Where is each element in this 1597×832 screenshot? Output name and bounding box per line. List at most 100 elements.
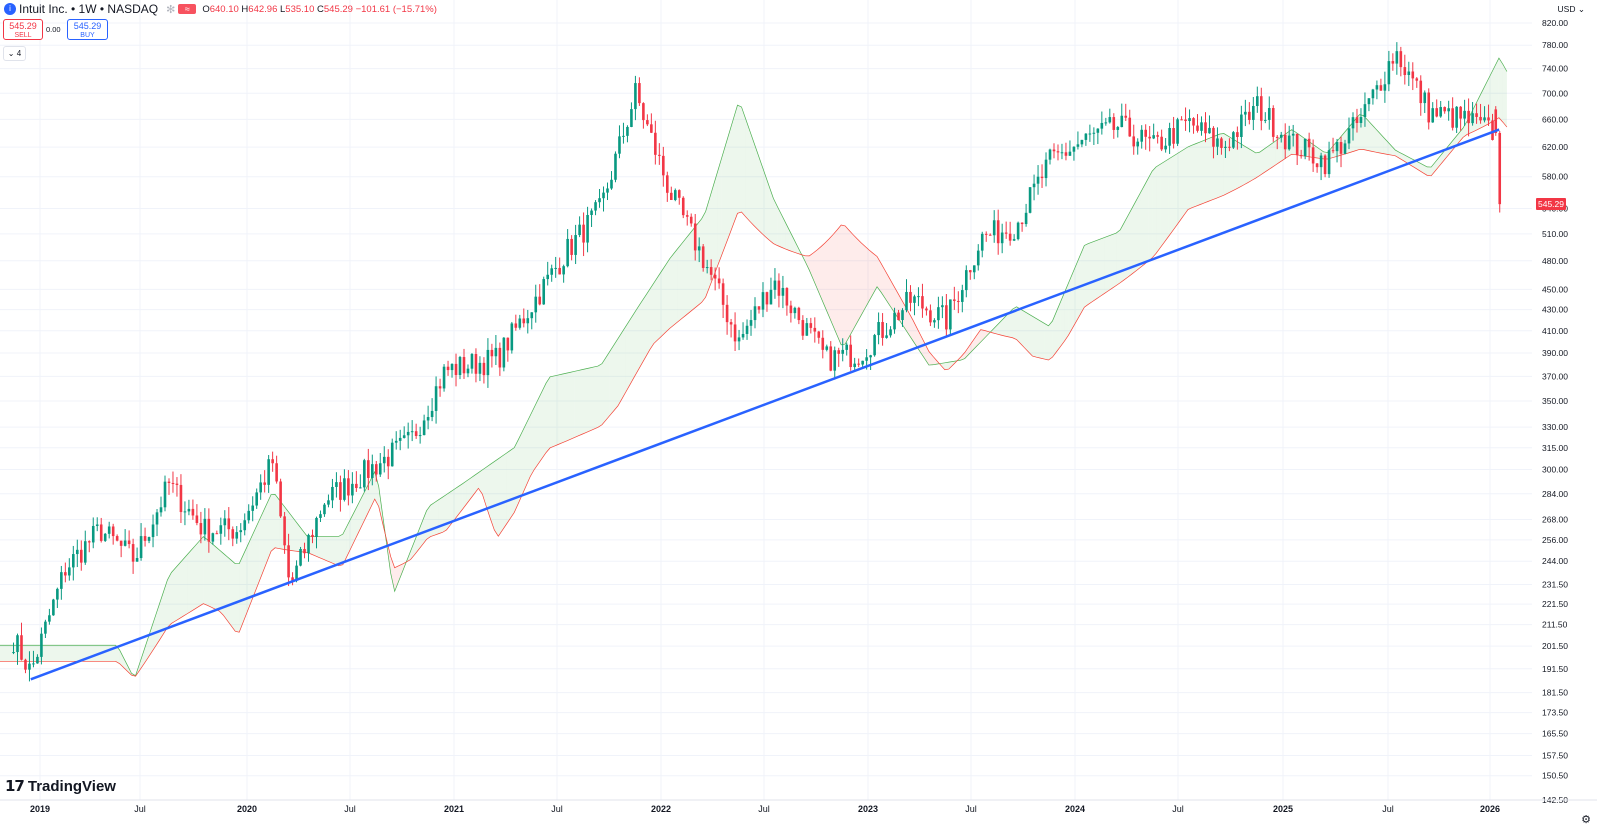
candle <box>630 109 633 127</box>
snowflake-icon[interactable]: ✻ <box>166 3 176 16</box>
cloud-segment <box>167 572 172 628</box>
cloud-segment <box>494 458 499 537</box>
candle <box>247 510 251 521</box>
candle <box>482 362 486 376</box>
candle <box>957 300 960 302</box>
cloud-segment <box>1140 185 1145 268</box>
cloud-segment <box>721 145 726 256</box>
candle <box>1144 129 1147 137</box>
cloud-segment <box>920 335 925 359</box>
candle <box>1259 96 1263 121</box>
candle <box>299 549 302 566</box>
candle <box>147 537 151 541</box>
candle <box>442 366 446 389</box>
symbol-header: i Intuit Inc. • 1W • NASDAQ ✻ ≈ O640.10 … <box>4 1 437 17</box>
market-status-icon[interactable]: ≈ <box>178 4 197 14</box>
cloud-segment <box>1144 178 1149 265</box>
candle <box>48 615 51 622</box>
candle <box>646 120 649 125</box>
cloud-segment <box>1176 151 1181 227</box>
price-tick-label: 165.50 <box>1542 729 1568 739</box>
candle <box>741 333 745 338</box>
candle <box>87 541 91 543</box>
candle <box>255 492 258 506</box>
time-tick-label: 2023 <box>858 804 878 814</box>
cloud-segment <box>1032 316 1037 358</box>
sell-button[interactable]: 545.29 SELL <box>3 19 43 40</box>
cloud-segment <box>1431 162 1436 176</box>
cloud-segment <box>1012 306 1017 340</box>
candle <box>1311 147 1315 164</box>
candle <box>813 327 817 332</box>
candle <box>1331 150 1335 152</box>
cloud-segment <box>928 351 933 366</box>
chart-grid <box>0 0 1532 801</box>
candle <box>1224 146 1227 148</box>
candle <box>1363 104 1367 118</box>
cloud-segment <box>215 546 220 612</box>
price-tick-label: 410.00 <box>1542 326 1568 336</box>
candle <box>1032 183 1036 188</box>
price-tick-label: 231.50 <box>1542 580 1568 590</box>
cloud-segment <box>1060 292 1065 347</box>
cloud-segment <box>948 361 953 370</box>
cloud-segment <box>454 486 459 520</box>
cloud-segment <box>645 289 650 357</box>
tradingview-logo[interactable]: 𝟭𝟳 TradingView <box>5 777 116 796</box>
cloud-segment <box>1068 273 1073 336</box>
candle <box>1048 149 1052 160</box>
candle <box>1232 132 1235 148</box>
candle <box>315 517 318 538</box>
candle <box>1407 71 1411 76</box>
senkou-span-a <box>0 57 1508 677</box>
candle <box>905 291 908 311</box>
candle <box>1108 117 1112 123</box>
candle <box>717 278 721 284</box>
cloud-segment <box>1275 138 1280 165</box>
cloud-segment <box>1100 237 1105 297</box>
cloud-segment <box>223 553 228 621</box>
cloud-segment <box>1112 233 1117 289</box>
candle <box>386 456 390 467</box>
candle <box>1192 118 1195 126</box>
cloud-segment <box>605 351 610 421</box>
candle <box>426 417 430 421</box>
candle <box>390 442 394 467</box>
cloud-segment <box>370 471 375 508</box>
candle <box>1172 128 1175 144</box>
cloud-segment <box>1168 156 1173 238</box>
candle <box>578 224 581 236</box>
cloud-segment <box>1172 154 1177 232</box>
candle <box>737 337 741 342</box>
cloud-segment <box>849 230 854 337</box>
gear-icon[interactable]: ⚙ <box>1581 814 1591 826</box>
currency-selector[interactable]: USD ⌄ <box>1557 4 1585 14</box>
candle <box>303 549 306 554</box>
cloud-segment <box>841 225 846 345</box>
candle <box>1443 107 1446 112</box>
symbol-title[interactable]: Intuit Inc. • 1W • NASDAQ <box>19 2 159 16</box>
cloud-segment <box>442 494 447 533</box>
cloud-segment <box>1435 157 1440 171</box>
cloud-segment <box>55 645 60 662</box>
candle <box>323 504 326 515</box>
candle <box>1423 92 1427 104</box>
cloud-segment <box>912 320 917 347</box>
cloud-segment <box>1160 161 1165 248</box>
candle <box>1004 232 1008 234</box>
candle <box>335 482 338 487</box>
candle <box>961 290 964 302</box>
candle <box>566 238 569 267</box>
cloud-segment <box>1004 313 1009 337</box>
indicators-toggle[interactable]: ⌄ 4 <box>3 46 26 61</box>
last-price-label: 545.29 <box>1536 198 1566 211</box>
candle <box>1248 111 1251 120</box>
candle <box>163 481 167 508</box>
candle <box>953 299 956 301</box>
candle <box>271 459 274 464</box>
candle <box>1279 134 1283 138</box>
cloud-segment <box>558 374 563 445</box>
buy-button[interactable]: 545.29 BUY <box>67 19 108 40</box>
time-axis: 2019 Jul 2020 Jul 2021 Jul 2022 Jul 2023 Jul 2024 J… <box>0 799 1597 814</box>
